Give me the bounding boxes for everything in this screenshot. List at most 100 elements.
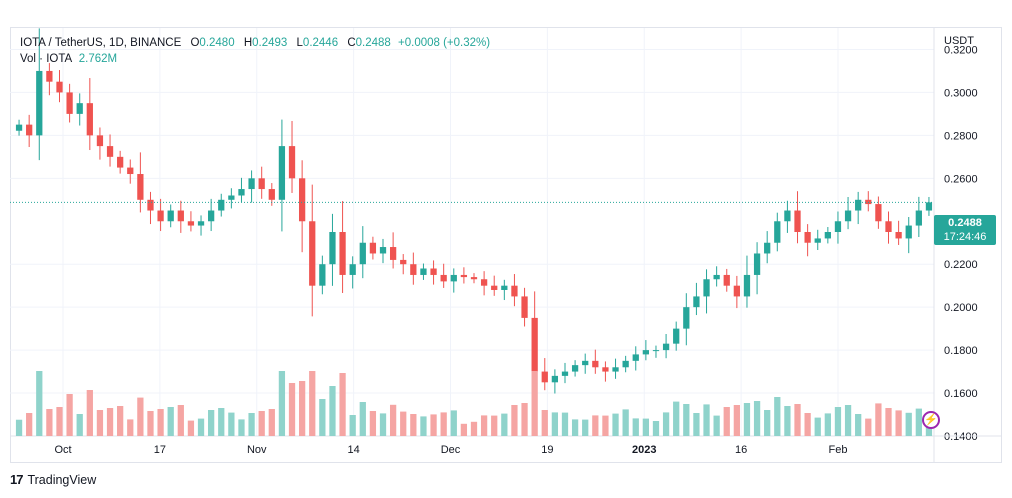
price-tick-label: 0.1400	[944, 431, 978, 443]
volume-bar	[420, 416, 427, 436]
volume-bar	[440, 412, 447, 436]
time-tick-label: Oct	[54, 444, 71, 456]
volume-bar	[733, 405, 740, 436]
chart-legend: IOTA / TetherUS, 1D, BINANCE O0.2480 H0.…	[20, 35, 490, 67]
volume-bar	[389, 404, 397, 436]
volume-bar	[400, 411, 407, 436]
candle-body	[288, 146, 296, 179]
candle-body	[632, 354, 639, 361]
low-value: 0.2446	[302, 37, 339, 49]
volume-bar	[582, 419, 589, 436]
volume-label[interactable]: Vol · IOTA	[20, 53, 72, 65]
volume-bar	[501, 413, 508, 436]
volume-bar	[632, 418, 639, 436]
volume-bar	[177, 405, 184, 436]
volume-bar	[288, 383, 296, 436]
price-tick-label: 0.2800	[944, 130, 978, 142]
volume-bar	[693, 413, 700, 436]
volume-bar	[218, 408, 225, 436]
candle-body	[197, 221, 205, 226]
time-tick-label: 2023	[632, 444, 656, 456]
price-tick-label: 0.2200	[944, 259, 978, 271]
lightning-icon[interactable]: ⚡	[922, 411, 940, 429]
candle-body	[683, 307, 690, 329]
high-label: H	[243, 37, 253, 49]
bar-countdown: 17:24:46	[943, 231, 987, 243]
volume-bar	[804, 413, 811, 436]
time-tick-label: 17	[154, 444, 166, 456]
candle-body	[764, 242, 771, 254]
candle-body	[753, 253, 761, 275]
volume-bar	[673, 401, 680, 436]
candle-body	[36, 70, 43, 136]
candle-body	[309, 221, 316, 286]
candle-body	[521, 296, 528, 318]
volume-bar	[157, 409, 164, 436]
candle-body	[106, 146, 114, 157]
candle-body	[693, 296, 700, 308]
candle-body	[814, 238, 821, 243]
volume-bar	[369, 411, 377, 436]
volume-bar	[764, 410, 771, 436]
volume-bar	[905, 412, 912, 436]
candle-body	[228, 195, 235, 200]
volume-bar	[814, 417, 821, 436]
volume-bar	[875, 403, 882, 436]
candle-body	[480, 279, 488, 286]
volume-bar	[258, 411, 265, 436]
candle-body	[410, 264, 417, 275]
price-tick-label: 0.3200	[944, 44, 978, 56]
candle-body	[420, 268, 427, 275]
volume-bar	[298, 381, 306, 436]
candle-body	[855, 199, 862, 211]
candle-body	[905, 225, 912, 239]
candle-body	[268, 189, 275, 200]
candle-body	[673, 328, 680, 344]
candle-body	[278, 146, 286, 200]
volume-bar	[349, 415, 356, 436]
volume-bar	[379, 413, 387, 436]
volume-bar	[460, 423, 468, 436]
candle-body	[834, 221, 842, 232]
volume-bar	[36, 371, 43, 436]
volume-bar	[885, 408, 892, 436]
volume-bar	[470, 421, 478, 436]
candle-body	[592, 360, 599, 368]
volume-bar	[652, 421, 660, 436]
volume-bar	[319, 399, 326, 436]
volume-bar	[612, 413, 619, 436]
candle-body	[15, 124, 23, 131]
volume-bar	[784, 406, 791, 436]
candle-body	[430, 268, 437, 275]
volume-value: 2.762M	[78, 53, 118, 65]
candle-body	[612, 367, 619, 372]
volume-bar	[713, 415, 720, 436]
candle-body	[662, 343, 670, 351]
volume-bar	[531, 371, 538, 436]
volume-bar	[147, 411, 154, 436]
candle-body	[602, 367, 609, 372]
volume-bar	[551, 412, 559, 436]
time-tick-label: Dec	[441, 444, 461, 456]
currency-label[interactable]: USDT	[944, 35, 974, 47]
candle-body	[187, 221, 195, 226]
candle-body	[147, 199, 154, 211]
volume-bar	[56, 407, 63, 436]
symbol-label[interactable]: IOTA / TetherUS, 1D, BINANCE	[20, 37, 182, 49]
time-tick-label: 19	[541, 444, 553, 456]
tradingview-logo[interactable]: 17 TradingView	[10, 472, 96, 487]
volume-bar	[915, 408, 922, 436]
volume-bar	[228, 412, 235, 436]
time-tick-label: Feb	[829, 444, 848, 456]
volume-bar	[491, 415, 498, 436]
volume-bar	[592, 415, 599, 436]
volume-bar	[46, 409, 53, 436]
volume-bar	[774, 397, 781, 436]
candle-body	[915, 210, 922, 226]
candle-body	[96, 135, 104, 147]
candle-body	[733, 285, 740, 297]
candle-body	[450, 274, 457, 282]
candle-body	[470, 277, 478, 280]
candle-body	[86, 103, 93, 136]
